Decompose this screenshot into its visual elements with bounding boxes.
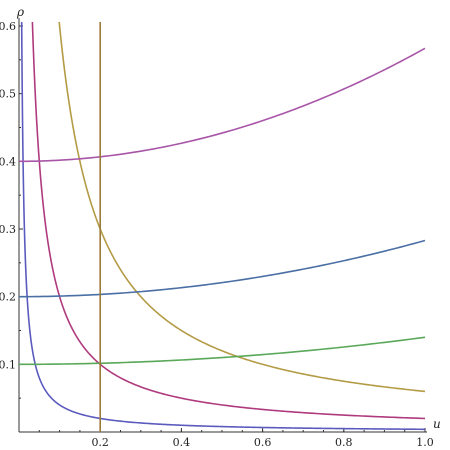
y-tick-label: 0.1 (0, 358, 16, 371)
axes: 0.2 0.4 0.6 0.8 1.0 0.1 0.2 0.3 0.4 0.5 0.6 (0, 18, 434, 449)
x-tick-label: 0.4 (173, 436, 191, 449)
y-tick-label: 0.6 (0, 20, 16, 33)
y-axis-label: ρ (16, 5, 24, 19)
series-line-5 (19, 239, 426, 298)
x-axis-label: u (433, 417, 441, 431)
y-tick-label: 0.4 (0, 155, 16, 168)
series-line-6 (19, 47, 426, 163)
x-tick-label: 0.2 (91, 436, 109, 449)
series-line-4 (19, 336, 426, 366)
y-tick-label: 0.5 (0, 88, 16, 101)
y-tick-label: 0.3 (0, 223, 16, 236)
series-line-3 (58, 22, 426, 393)
x-tick-label: 0.8 (335, 436, 353, 449)
x-tick-label: 1.0 (416, 436, 434, 449)
x-tick-label: 0.6 (254, 436, 272, 449)
series-line-2 (31, 22, 426, 420)
curves (19, 22, 426, 432)
series-line-1 (20, 22, 426, 431)
y-tick-label: 0.2 (0, 291, 16, 304)
